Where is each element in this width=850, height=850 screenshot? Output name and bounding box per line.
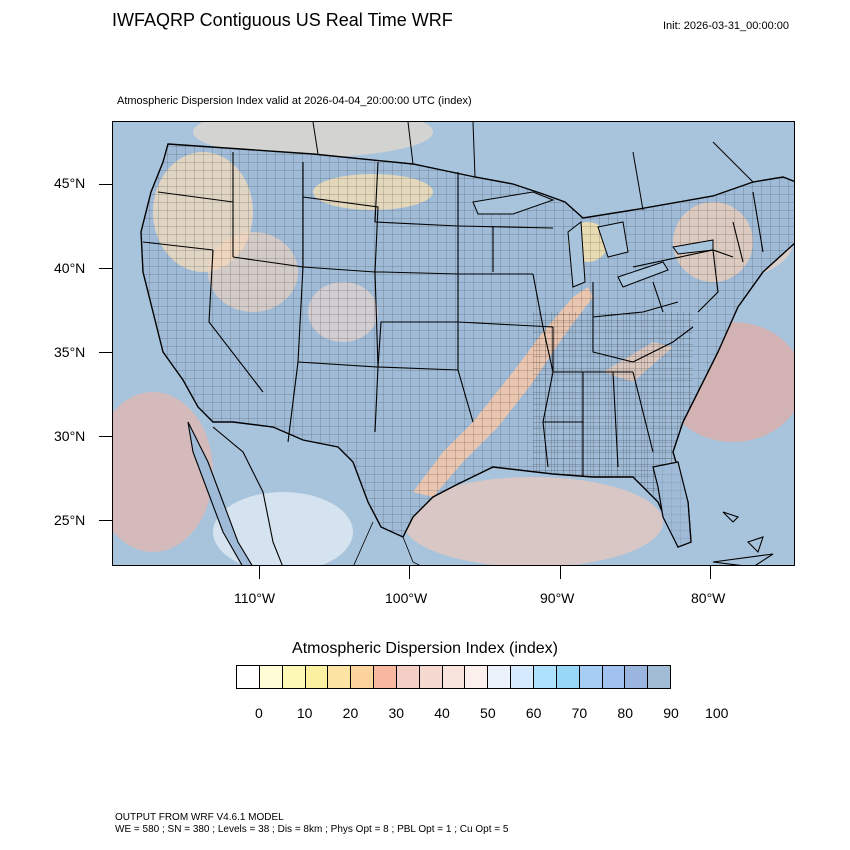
lat-tick: [99, 436, 112, 437]
colorbar-label: 90: [663, 705, 679, 721]
colorbar-label: 70: [571, 705, 588, 721]
plot-subtitle: Atmospheric Dispersion Index valid at 20…: [117, 95, 472, 107]
colorbar-label: 40: [434, 705, 450, 721]
lat-tick: [99, 352, 112, 353]
lon-tick: [259, 566, 260, 579]
colorbar-label: 20: [342, 705, 359, 721]
model-info-line2: WE = 580 ; SN = 380 ; Levels = 38 ; Dis …: [115, 824, 509, 835]
colorbar-swatch: [328, 666, 352, 688]
colorbar-swatch: [305, 666, 329, 688]
baja-california: [187, 421, 253, 565]
canada-province-borders: [312, 122, 754, 211]
lake-huron: [597, 221, 629, 258]
colorbar-swatch: [237, 666, 260, 688]
lon-label-90w: 90°W: [540, 590, 575, 606]
lake-michigan: [567, 221, 586, 288]
lat-label-35: 35°N: [54, 344, 86, 360]
colorbar-swatch: [556, 666, 580, 688]
colorbar-swatch: [419, 666, 443, 688]
colorbar-swatch: [259, 666, 283, 688]
colorbar-label: 10: [296, 705, 313, 721]
colorbar-swatch: [351, 666, 375, 688]
colorbar-label: 0: [254, 705, 263, 721]
colorbar-label: 100: [705, 705, 729, 721]
lon-label-80w: 80°W: [691, 590, 726, 606]
us-coastline: [140, 143, 794, 548]
colorbar-swatch: [625, 666, 649, 688]
colorbar: [236, 665, 671, 689]
state-boundaries: [142, 152, 764, 477]
page-title: IWFAQRP Contiguous US Real Time WRF: [112, 10, 453, 30]
init-time: Init: 2026-03-31_00:00:00: [663, 20, 789, 32]
lake-erie: [617, 261, 669, 288]
mexico-borders: [353, 521, 420, 565]
colorbar-label: 50: [480, 705, 496, 721]
lat-label-45: 45°N: [54, 175, 86, 191]
colorbar-swatch: [374, 666, 397, 688]
colorbar-swatch: [465, 666, 489, 688]
model-info-line1: OUTPUT FROM WRF V4.6.1 MODEL: [115, 812, 284, 823]
pacific-warm-patch: [113, 392, 213, 552]
lon-label-110w: 110°W: [234, 590, 276, 606]
colorbar-swatch: [579, 666, 603, 688]
canada-west-warm-patch: [193, 122, 433, 157]
mexico-light-patch: [213, 492, 353, 565]
colorbar-swatch: [442, 666, 466, 688]
colorbar-title: Atmospheric Dispersion Index (index): [292, 640, 558, 657]
map-canvas: [113, 122, 794, 565]
colorbar-swatch: [511, 666, 534, 688]
colorbar-swatch: [396, 666, 420, 688]
colorbar-swatch: [602, 666, 626, 688]
lat-label-40: 40°N: [54, 260, 86, 276]
colorbar-swatch: [488, 666, 512, 688]
colorbar-label: 60: [525, 705, 542, 721]
lat-tick: [99, 268, 112, 269]
lon-label-100w: 100°W: [385, 590, 428, 606]
colorbar-swatch: [282, 666, 306, 688]
colorbar-label: 30: [388, 705, 405, 721]
lon-tick: [710, 566, 711, 579]
lat-label-25: 25°N: [54, 512, 86, 528]
lat-label-30: 30°N: [54, 428, 86, 444]
lake-superior: [472, 191, 555, 215]
map-panel: [112, 121, 795, 566]
colorbar-label: 80: [617, 705, 633, 721]
mexico-west-coast: [212, 426, 283, 565]
lon-tick: [560, 566, 561, 579]
gulf-warm-patch: [403, 477, 663, 565]
colorbar-swatch: [648, 666, 671, 688]
caribbean-islands: [712, 511, 774, 565]
lat-tick: [99, 520, 112, 521]
lat-tick: [99, 184, 112, 185]
colorbar-swatch: [533, 666, 557, 688]
lon-tick: [409, 566, 410, 579]
